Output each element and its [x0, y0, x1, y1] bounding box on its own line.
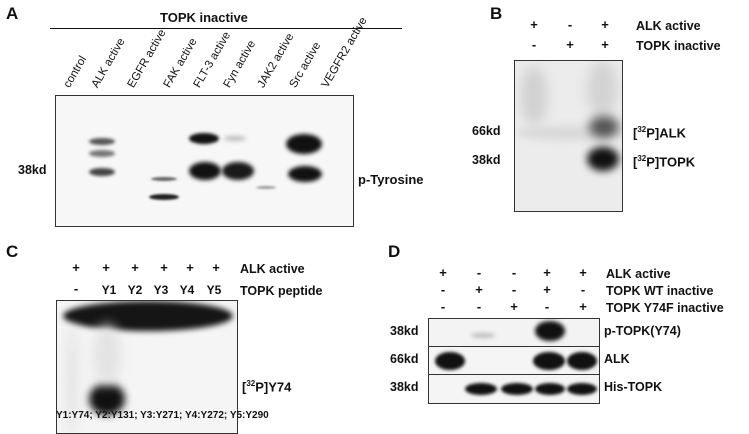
panel-c-band-label: [32P]Y74 [242, 379, 292, 395]
panel-b-row-label: TOPK inactive [636, 39, 721, 53]
band [89, 138, 115, 145]
panel-c-sign: Y5 [206, 283, 222, 297]
panel-c-sign: Y3 [153, 283, 169, 297]
band [521, 66, 547, 126]
band [222, 162, 254, 180]
panel-c-footnote: Y1:Y74; Y2:Y131; Y3:Y271; Y4:Y272; Y5:Y2… [56, 410, 269, 421]
panel-d-sign: - [440, 299, 446, 314]
panel-c-blot [56, 300, 238, 434]
panel-c-sign: + [212, 260, 220, 275]
panel-b-blot [514, 60, 623, 212]
band [435, 352, 465, 370]
panel-c-row-label: ALK active [240, 262, 305, 276]
panel-c-sign: + [131, 260, 139, 275]
panel-c-sign: + [186, 260, 194, 275]
lane-label-vegfr2: VEGFR2 active [319, 15, 370, 91]
panel-a-header-line [50, 28, 402, 29]
panel-c-sign: Y1 [101, 283, 117, 297]
band [535, 321, 565, 341]
panel-d-row-label: ALK active [606, 267, 671, 281]
band [465, 383, 497, 395]
band [224, 136, 246, 141]
band [89, 383, 125, 415]
panel-d-blot-label: His-TOPK [604, 380, 663, 394]
panel-b-sign: + [566, 37, 574, 52]
panel-d-blot-label: ALK [604, 352, 630, 366]
panel-d-sign: + [579, 265, 587, 280]
band [567, 352, 597, 370]
panel-c-letter: C [6, 242, 19, 261]
panel-c-sign: + [160, 260, 168, 275]
panel-c-sign: Y4 [179, 283, 195, 297]
panel-b-sign: + [601, 37, 609, 52]
band [149, 194, 179, 200]
panel-d-row-label: TOPK WT inactive [606, 284, 714, 298]
panel-a-blot [55, 95, 354, 227]
panel-c-sign: Y2 [127, 283, 143, 297]
panel-c-sign: + [102, 260, 110, 275]
panel-b-sign: - [531, 37, 537, 52]
band [567, 383, 597, 395]
panel-a-marker: 38kd [18, 163, 47, 177]
band [535, 383, 565, 395]
panel-d-sign: + [579, 299, 587, 314]
panel-d-marker: 38kd [390, 324, 419, 338]
band [63, 301, 233, 331]
panel-d-blot-alk [428, 346, 600, 376]
panel-d-sign: + [439, 265, 447, 280]
lane-label-src: Src active [287, 40, 324, 90]
panel-a-letter: A [6, 4, 19, 23]
panel-a-blot-label: p-Tyrosine [358, 172, 424, 187]
panel-d-sign: + [543, 265, 551, 280]
panel-d-blot-label: p-TOPK(Y74) [604, 324, 681, 338]
panel-d-letter: D [388, 242, 401, 261]
band [89, 168, 115, 176]
band [67, 325, 77, 433]
band [533, 352, 565, 370]
panel-c-sign: - [73, 281, 79, 296]
panel-b-marker: 66kd [472, 124, 501, 138]
panel-d-sign: - [544, 299, 550, 314]
panel-d-marker: 38kd [390, 380, 419, 394]
panel-d-marker: 66kd [390, 352, 419, 366]
panel-d-blot-ptopk [428, 318, 600, 348]
panel-d-sign: - [476, 265, 482, 280]
panel-a-header: TOPK inactive [160, 10, 248, 25]
panel-b-sign: + [601, 17, 609, 32]
band [189, 162, 221, 180]
band [93, 325, 121, 385]
panel-b-band-label-alk: [32P]ALK [633, 125, 686, 141]
band [587, 61, 617, 116]
lane-label-alk: ALK active [89, 36, 128, 90]
panel-d-sign: + [475, 282, 483, 297]
band [286, 134, 322, 154]
band [256, 186, 276, 189]
panel-b-marker: 38kd [472, 153, 501, 167]
panel-c-row-label: TOPK peptide [240, 284, 323, 298]
lane-label-control: control [61, 54, 90, 90]
band [471, 333, 495, 338]
band [589, 116, 619, 138]
panel-d-sign: + [543, 282, 551, 297]
band [189, 133, 219, 144]
panel-d-sign: - [440, 282, 446, 297]
panel-d-row-label: TOPK Y74F inactive [606, 301, 724, 315]
panel-b-letter: B [490, 4, 503, 23]
panel-b-row-label: ALK active [636, 19, 701, 33]
panel-d-sign: - [476, 299, 482, 314]
panel-d-sign: - [580, 282, 586, 297]
panel-b-band-label-topk: [32P]TOPK [633, 154, 696, 170]
band [587, 147, 619, 171]
panel-c-sign: + [72, 260, 80, 275]
panel-d-sign: + [510, 299, 518, 314]
panel-d-sign: - [511, 265, 517, 280]
band [151, 177, 177, 181]
band [288, 166, 322, 182]
panel-d-blot-his-topk [428, 374, 600, 404]
band [501, 383, 533, 395]
panel-b-sign: - [567, 17, 573, 32]
band [89, 150, 115, 157]
panel-b-sign: + [530, 17, 538, 32]
panel-d-sign: - [511, 282, 517, 297]
